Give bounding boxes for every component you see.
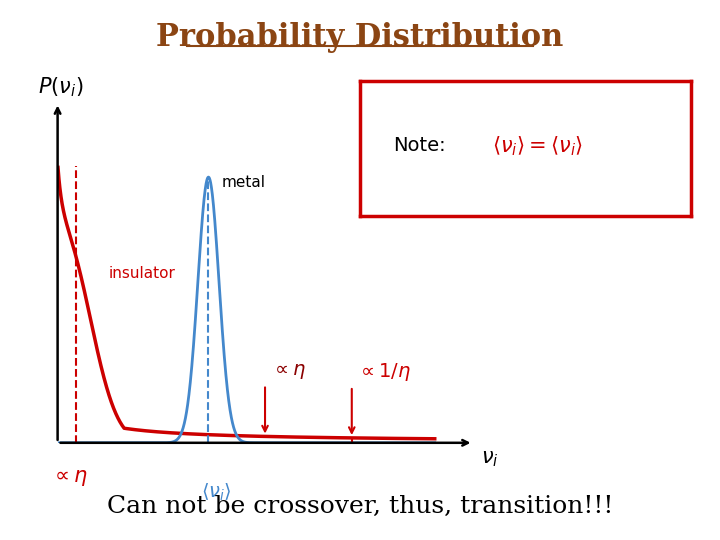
Text: $\nu_i$: $\nu_i$ (482, 449, 499, 469)
Text: $\langle \nu_i \rangle = \langle \nu_i \rangle$: $\langle \nu_i \rangle = \langle \nu_i \… (492, 134, 583, 158)
Text: metal: metal (222, 175, 266, 190)
Text: $\propto \eta$: $\propto \eta$ (50, 468, 87, 488)
Text: $\propto 1/\eta$: $\propto 1/\eta$ (357, 361, 412, 383)
Text: $\langle \nu_i \rangle$: $\langle \nu_i \rangle$ (201, 482, 231, 503)
Text: Can not be crossover, thus, transition!!!: Can not be crossover, thus, transition!!… (107, 495, 613, 518)
Text: Note:: Note: (393, 136, 446, 156)
Text: $P(\nu_i)$: $P(\nu_i)$ (37, 76, 84, 99)
Text: insulator: insulator (109, 266, 176, 281)
Text: $\propto \eta$: $\propto \eta$ (271, 362, 306, 381)
Text: Probability Distribution: Probability Distribution (156, 22, 564, 52)
